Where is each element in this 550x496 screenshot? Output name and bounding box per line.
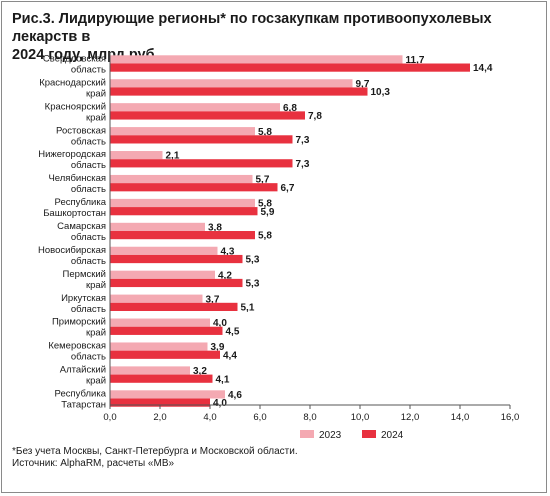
x-tick-label: 14,0 <box>451 412 470 423</box>
data-label-2024: 4,1 <box>216 374 230 385</box>
bar-2024 <box>110 183 278 192</box>
bar-2024 <box>110 302 238 311</box>
bar-2023 <box>110 198 255 208</box>
category-label: Иркутская область <box>61 293 106 315</box>
bar-2023 <box>110 55 403 64</box>
bar-2024 <box>110 87 368 96</box>
data-label-2024: 4,0 <box>213 398 227 409</box>
bar-2024 <box>110 135 293 144</box>
data-label-2023: 3,9 <box>211 342 225 353</box>
bar-2024 <box>110 398 210 407</box>
category-label: Республика Башкортостан <box>43 197 107 219</box>
bar-2023 <box>110 246 218 255</box>
category-label: Самарская область <box>57 221 106 243</box>
data-label-2024: 6,7 <box>281 183 295 194</box>
category-label: Краснодарский край <box>39 77 106 99</box>
data-label-2024: 4,4 <box>223 350 237 361</box>
bar-2023 <box>110 390 225 399</box>
bar-2023 <box>110 222 205 232</box>
data-label-2024: 5,1 <box>241 303 255 314</box>
data-label-2023: 4,3 <box>221 246 235 257</box>
data-label-2024: 10,3 <box>371 87 391 98</box>
footnote: *Без учета Москвы, Санкт-Петербурга и Мо… <box>12 446 298 457</box>
legend-swatch-2024 <box>362 430 376 438</box>
bar-2024 <box>110 111 305 120</box>
legend-label-2023: 2023 <box>319 430 342 441</box>
data-label-2023: 4,2 <box>218 270 232 281</box>
data-label-2024: 5,8 <box>258 231 272 242</box>
bar-2023 <box>110 342 208 351</box>
x-tick-label: 6,0 <box>253 412 266 423</box>
data-label-2024: 7,8 <box>308 111 322 122</box>
bar-2023 <box>110 270 215 279</box>
bar-2024 <box>110 254 243 264</box>
bar-2024 <box>110 374 213 383</box>
legend-label-2024: 2024 <box>381 430 404 441</box>
category-label: Челябинская область <box>48 173 106 195</box>
x-tick-label: 4,0 <box>203 412 216 423</box>
data-label-2023: 6,8 <box>283 103 297 114</box>
data-label-2024: 7,3 <box>296 135 310 146</box>
bar-2023 <box>110 174 253 184</box>
bar-2024 <box>110 326 223 335</box>
category-label: Республика Татарстан <box>55 389 107 411</box>
x-tick-label: 0,0 <box>103 412 116 423</box>
category-label: Новосибирская область <box>38 245 106 267</box>
chart-title: Рис.3. Лидирующие регионы* по госзакупка… <box>12 11 492 63</box>
category-label: Красноярский край <box>45 101 106 123</box>
data-label-2023: 5,8 <box>258 127 272 138</box>
data-label-2024: 7,3 <box>296 159 310 170</box>
x-tick-label: 10,0 <box>351 412 370 423</box>
bar-2023 <box>110 294 203 303</box>
x-tick-label: 2,0 <box>153 412 166 423</box>
data-label-2023: 3,7 <box>206 294 220 305</box>
x-tick-label: 12,0 <box>401 412 420 423</box>
category-label: Нижегородская область <box>38 149 106 171</box>
data-label-2023: 11,7 <box>406 55 425 66</box>
bar-2023 <box>110 318 210 327</box>
category-label: Кемеровская область <box>48 341 106 363</box>
data-label-2023: 3,2 <box>193 366 207 377</box>
data-label-2024: 5,3 <box>246 279 260 290</box>
data-label-2024: 14,4 <box>473 63 493 74</box>
data-label-2023: 2,1 <box>166 151 180 162</box>
bar-2023 <box>110 151 163 160</box>
bar-2024 <box>110 350 220 359</box>
data-label-2023: 5,8 <box>258 199 272 210</box>
data-label-2024: 4,5 <box>226 326 240 337</box>
bar-2023 <box>110 79 353 88</box>
data-label-2024: 5,9 <box>261 207 275 218</box>
data-label-2023: 5,7 <box>256 175 270 186</box>
bar-2024 <box>110 207 258 216</box>
data-label-2023: 4,6 <box>228 390 242 401</box>
bar-2024 <box>110 63 470 72</box>
data-label-2024: 5,3 <box>246 255 260 266</box>
x-tick-label: 16,0 <box>501 412 520 423</box>
data-label-2023: 9,7 <box>356 79 370 90</box>
source-note: Источник: AlphaRM, расчеты «МВ» <box>12 458 175 469</box>
bar-2024 <box>110 159 293 168</box>
category-label: Свердловская область <box>43 54 106 76</box>
category-label: Пермский край <box>63 269 106 291</box>
category-label: Приморский край <box>52 317 106 339</box>
legend-swatch-2023 <box>300 430 314 438</box>
category-label: Алтайский край <box>60 365 106 387</box>
bar-2023 <box>110 103 280 112</box>
bar-2024 <box>110 278 243 288</box>
bar-2023 <box>110 127 255 136</box>
category-label: Ростовская область <box>56 125 106 147</box>
data-label-2023: 3,8 <box>208 223 222 234</box>
bar-2024 <box>110 231 255 240</box>
x-tick-label: 8,0 <box>303 412 316 423</box>
data-label-2023: 4,0 <box>213 318 227 329</box>
bar-2023 <box>110 366 190 375</box>
